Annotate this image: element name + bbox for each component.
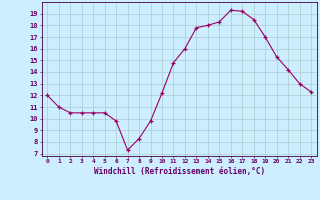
X-axis label: Windchill (Refroidissement éolien,°C): Windchill (Refroidissement éolien,°C): [94, 167, 265, 176]
